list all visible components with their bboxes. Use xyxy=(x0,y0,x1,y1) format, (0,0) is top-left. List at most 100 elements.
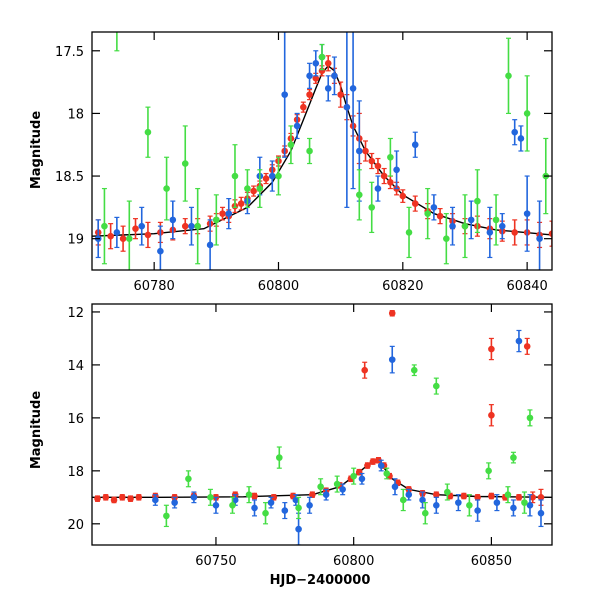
data-point xyxy=(324,55,332,72)
data-point xyxy=(110,496,118,504)
data-point xyxy=(430,194,438,221)
data-point xyxy=(436,208,444,225)
data-point xyxy=(474,499,481,522)
y-tick-label: 12 xyxy=(67,306,84,321)
data-point xyxy=(250,185,257,197)
x-tick-label: 60820 xyxy=(382,279,423,294)
data-point xyxy=(132,218,139,240)
data-point xyxy=(262,502,269,525)
bottom-x-axis-title: HJD−2400000 xyxy=(270,573,371,588)
data-point xyxy=(510,499,517,517)
data-point xyxy=(374,175,382,202)
data-point xyxy=(267,496,275,509)
y-tick-label: 14 xyxy=(67,359,84,374)
data-point xyxy=(212,496,220,514)
data-point xyxy=(107,223,114,250)
data-point xyxy=(163,156,170,221)
data-point xyxy=(306,62,313,89)
data-point xyxy=(213,194,220,246)
data-point xyxy=(152,494,159,506)
data-point xyxy=(388,345,396,374)
data-point xyxy=(486,206,494,259)
y-tick-label: 20 xyxy=(67,518,84,533)
data-point xyxy=(135,494,143,501)
data-point xyxy=(322,488,330,501)
data-point xyxy=(492,194,500,246)
y-tick-label: 16 xyxy=(67,412,84,427)
data-point xyxy=(419,491,426,509)
data-point xyxy=(362,140,369,162)
x-tick-label: 60780 xyxy=(133,279,174,294)
data-point xyxy=(526,494,534,517)
data-point xyxy=(324,75,332,102)
data-point xyxy=(485,462,492,480)
data-point xyxy=(521,491,528,514)
data-point xyxy=(377,459,385,472)
model-curve xyxy=(92,64,552,237)
y-tick-label: 17.5 xyxy=(55,45,84,60)
data-point xyxy=(443,213,450,265)
data-point xyxy=(488,492,495,500)
top-panel: Magnitude 60780 60800 60820 60840 17.5 18 18.5… xyxy=(29,31,553,294)
data-point xyxy=(411,131,419,158)
data-point xyxy=(275,156,282,196)
data-point xyxy=(474,494,481,501)
data-point xyxy=(387,175,394,190)
data-point xyxy=(364,462,371,469)
data-point xyxy=(374,157,382,175)
data-point xyxy=(337,81,344,108)
data-point xyxy=(306,496,313,514)
data-point xyxy=(295,496,302,520)
data-point xyxy=(511,219,519,246)
data-point xyxy=(361,361,368,379)
x-tick-label: 60840 xyxy=(506,279,547,294)
data-point xyxy=(488,404,495,427)
data-point xyxy=(163,504,170,528)
data-point xyxy=(237,196,245,211)
data-point xyxy=(231,144,239,208)
data-point xyxy=(488,337,495,361)
data-point xyxy=(405,206,413,259)
top-axes-frame xyxy=(91,31,553,271)
data-point xyxy=(460,492,468,500)
data-point xyxy=(306,137,313,165)
data-point xyxy=(368,152,376,170)
data-point xyxy=(293,112,301,140)
data-point xyxy=(127,495,134,502)
bottom-plot-area xyxy=(92,309,552,545)
data-point xyxy=(256,169,264,208)
data-point xyxy=(493,494,501,512)
data-point xyxy=(358,472,366,485)
data-point xyxy=(399,488,407,512)
data-point xyxy=(317,478,324,496)
y-tick-label: 19 xyxy=(67,233,84,248)
data-point xyxy=(181,218,189,235)
data-point xyxy=(245,486,253,504)
data-point xyxy=(517,125,525,152)
data-point xyxy=(188,206,195,246)
x-tick-label: 60800 xyxy=(258,279,299,294)
data-point xyxy=(251,492,258,500)
data-point xyxy=(387,137,394,177)
data-point xyxy=(262,172,270,185)
data-point xyxy=(467,200,475,240)
data-point xyxy=(383,467,391,480)
bottom-axes-frame xyxy=(91,303,553,546)
data-point xyxy=(331,56,338,96)
data-point xyxy=(466,494,473,517)
top-plot-area xyxy=(92,32,552,270)
data-point xyxy=(94,495,101,502)
data-point xyxy=(350,467,357,485)
data-point xyxy=(393,150,400,190)
data-point xyxy=(281,32,289,158)
data-point xyxy=(157,225,164,270)
data-point xyxy=(268,160,276,192)
data-point xyxy=(113,216,121,249)
data-point xyxy=(510,451,517,464)
data-point xyxy=(515,329,523,353)
data-point xyxy=(433,377,440,395)
top-y-axis-title: Magnitude xyxy=(29,111,44,190)
bottom-panel: Magnitude HJD−2400000 60750 60800 60850 12 1… xyxy=(29,303,553,588)
data-point xyxy=(219,206,226,221)
